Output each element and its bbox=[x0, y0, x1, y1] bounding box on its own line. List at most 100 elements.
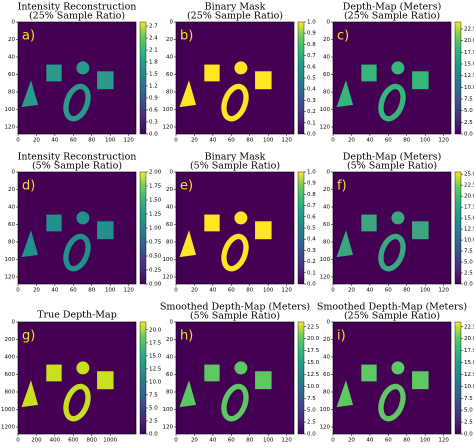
colorbar bbox=[139, 171, 147, 285]
y-tick-label: 20 bbox=[166, 37, 173, 43]
colorbar-tick-label: 0.2 bbox=[307, 109, 316, 115]
image-frame bbox=[17, 171, 137, 285]
colorbar-tick-label: 0.4 bbox=[307, 87, 316, 93]
x-tick-label: 100 bbox=[420, 138, 431, 144]
triangle-object bbox=[21, 80, 39, 108]
x-tick-label: 60 bbox=[385, 438, 392, 444]
ring-object bbox=[63, 233, 91, 272]
panel-subtitle: (25% Sample Ratio) bbox=[344, 11, 440, 22]
colorbar-tick-label: 0.5 bbox=[307, 76, 316, 82]
colorbar bbox=[454, 321, 462, 435]
colorbar bbox=[454, 21, 462, 135]
x-tick-label: 80 bbox=[403, 138, 410, 144]
colorbar-tick-label: 10.0 bbox=[464, 85, 474, 91]
circle-object bbox=[76, 361, 90, 375]
x-tick-label: 60 bbox=[228, 288, 235, 294]
panel-label: i) bbox=[337, 329, 346, 344]
colorbar-tick-label: 0.0 bbox=[464, 282, 473, 288]
y-tick-label: 80 bbox=[8, 90, 15, 96]
panel-label: g) bbox=[22, 329, 35, 344]
block-object bbox=[97, 371, 114, 390]
x-tick-label: 100 bbox=[263, 438, 274, 444]
colorbar-tick-label: 2.00 bbox=[149, 170, 162, 176]
y-tick-label: 0 bbox=[12, 320, 16, 326]
x-tick-label: 0 bbox=[331, 288, 335, 294]
colorbar-tick-label: 0.6 bbox=[149, 108, 158, 114]
colorbar-tick-label: 7.5 bbox=[464, 97, 473, 103]
y-tick-label: 120 bbox=[5, 275, 16, 281]
x-tick-label: 600 bbox=[68, 438, 79, 444]
colorbar-tick-label: 0.0 bbox=[464, 432, 473, 438]
y-tick-label: 80 bbox=[323, 390, 330, 396]
x-tick-label: 60 bbox=[228, 438, 235, 444]
ring-object bbox=[63, 83, 91, 122]
square-object bbox=[204, 214, 220, 232]
x-tick-label: 80 bbox=[246, 438, 253, 444]
colorbar-tick-label: 0.9 bbox=[149, 96, 158, 102]
panel-title: Depth-Map (Meters) bbox=[343, 152, 442, 163]
y-tick-label: 60 bbox=[166, 372, 173, 378]
colorbar-tick-label: 0.0 bbox=[149, 432, 158, 438]
y-tick-label: 0 bbox=[327, 20, 331, 26]
y-tick-label: 40 bbox=[166, 205, 173, 211]
colorbar-tick-label: 0.0 bbox=[307, 132, 316, 138]
circle-object bbox=[391, 211, 405, 225]
y-tick-label: 40 bbox=[323, 205, 330, 211]
x-tick-label: 120 bbox=[281, 288, 292, 294]
panel-subtitle: (5% Sample Ratio) bbox=[190, 311, 280, 322]
image-frame bbox=[175, 171, 295, 285]
x-tick-label: 20 bbox=[33, 138, 40, 144]
block-object bbox=[255, 221, 272, 240]
x-tick-label: 60 bbox=[385, 138, 392, 144]
x-tick-label: 20 bbox=[191, 288, 198, 294]
colorbar-tick-label: 20.0 bbox=[307, 336, 320, 342]
triangle-object bbox=[21, 230, 39, 258]
triangle-object bbox=[179, 230, 197, 258]
image-frame bbox=[17, 321, 137, 435]
x-tick-label: 0 bbox=[331, 438, 335, 444]
y-tick-label: 40 bbox=[166, 355, 173, 361]
colorbar-tick-label: 15.0 bbox=[464, 360, 474, 366]
y-tick-label: 200 bbox=[5, 337, 16, 343]
image-content bbox=[21, 361, 114, 422]
colorbar-tick-label: 22.5 bbox=[307, 324, 320, 330]
colorbar-tick-label: 0.9 bbox=[307, 181, 316, 187]
panel-subtitle: (5% Sample Ratio) bbox=[32, 161, 122, 172]
triangle-object bbox=[336, 230, 354, 258]
ring-object bbox=[221, 83, 249, 122]
y-tick-label: 20 bbox=[323, 37, 330, 43]
image-frame bbox=[175, 21, 295, 135]
panel-label: h) bbox=[180, 329, 193, 344]
colorbar-tick-label: 1.0 bbox=[307, 20, 316, 26]
image-content bbox=[179, 211, 272, 272]
x-tick-label: 40 bbox=[51, 288, 58, 294]
panel-label: a) bbox=[22, 29, 35, 44]
colorbar-tick-label: 0.3 bbox=[307, 98, 316, 104]
y-tick-label: 0 bbox=[327, 320, 331, 326]
y-tick-label: 80 bbox=[166, 240, 173, 246]
y-tick-label: 120 bbox=[320, 425, 331, 431]
circle-object bbox=[391, 361, 405, 375]
y-tick-label: 40 bbox=[323, 355, 330, 361]
colorbar bbox=[297, 321, 305, 435]
colorbar-tick-label: 5.0 bbox=[149, 405, 158, 411]
block-object bbox=[97, 221, 114, 240]
ring-object bbox=[221, 383, 249, 422]
y-tick-label: 100 bbox=[163, 407, 174, 413]
x-tick-label: 80 bbox=[246, 138, 253, 144]
colorbar-tick-label: 17.5 bbox=[464, 205, 474, 211]
x-tick-label: 80 bbox=[403, 438, 410, 444]
colorbar-tick-label: 2.5 bbox=[464, 120, 473, 126]
x-tick-label: 120 bbox=[438, 138, 449, 144]
colorbar-tick-label: 17.5 bbox=[149, 340, 162, 346]
colorbar-tick-label: 0.00 bbox=[149, 282, 162, 288]
y-tick-label: 0 bbox=[170, 20, 174, 26]
panel-title: Intensity Reconstruction bbox=[18, 152, 137, 163]
x-tick-label: 0 bbox=[16, 288, 20, 294]
ring-object bbox=[378, 83, 406, 122]
colorbar-tick-label: 25.0 bbox=[464, 172, 474, 178]
image-content bbox=[21, 61, 114, 122]
colorbar bbox=[297, 21, 305, 135]
image-frame bbox=[332, 171, 452, 285]
colorbar-tick-label: 2.4 bbox=[149, 36, 158, 42]
